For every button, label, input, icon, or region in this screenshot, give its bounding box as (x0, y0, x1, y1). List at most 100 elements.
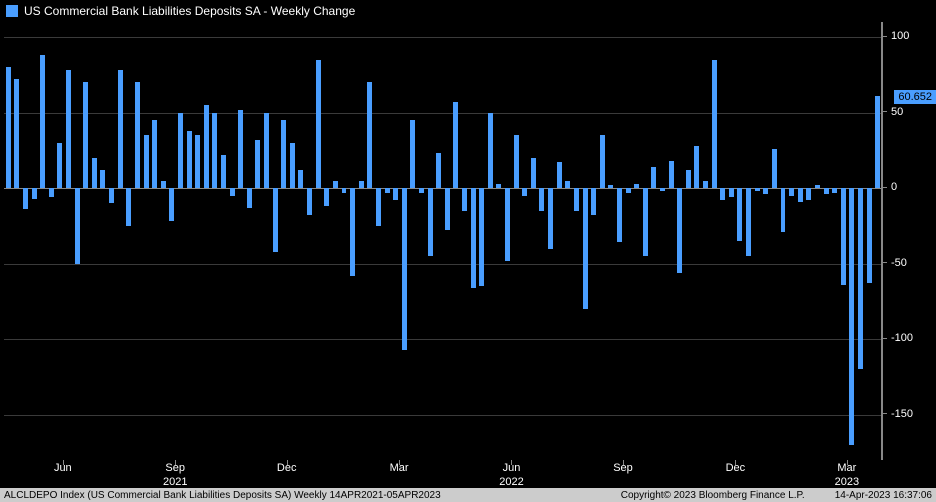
x-tick-month-label: Dec (277, 462, 297, 474)
bar (14, 79, 19, 188)
bar (264, 113, 269, 189)
bar (686, 170, 691, 188)
bar (798, 188, 803, 202)
bar (419, 188, 424, 193)
bar (83, 82, 88, 188)
x-tick-month-label: Mar (390, 462, 409, 474)
bar (298, 170, 303, 188)
bar (815, 185, 820, 188)
bar (531, 158, 536, 188)
bar (591, 188, 596, 215)
bar (32, 188, 37, 199)
gridline (4, 37, 882, 38)
bar (496, 184, 501, 189)
bar (376, 188, 381, 226)
bar (290, 143, 295, 188)
bar (505, 188, 510, 260)
bar (169, 188, 174, 221)
bar (49, 188, 54, 197)
bar (600, 135, 605, 188)
bar (746, 188, 751, 256)
bar (824, 188, 829, 194)
y-tick: 50 (882, 106, 936, 118)
y-axis: 100500-50-100-15060.652 (882, 22, 936, 460)
bar (6, 67, 11, 188)
y-tick-mark (882, 338, 887, 339)
x-tick-month-label: Sep (613, 462, 633, 474)
bar (385, 188, 390, 193)
y-tick-label: -50 (891, 257, 907, 269)
bar (100, 170, 105, 188)
x-tick-month-label: Jun (54, 462, 72, 474)
y-tick-label: -100 (891, 332, 913, 344)
bar (23, 188, 28, 209)
bar (643, 188, 648, 256)
y-tick: 0 (882, 181, 936, 193)
bar (694, 146, 699, 188)
bar (316, 60, 321, 188)
bar (514, 135, 519, 188)
bar (367, 82, 372, 188)
bar (178, 113, 183, 189)
bar (152, 120, 157, 188)
bar (187, 131, 192, 188)
bar (144, 135, 149, 188)
bar (126, 188, 131, 226)
bar (161, 181, 166, 189)
bar (57, 143, 62, 188)
bar (212, 113, 217, 189)
bar (273, 188, 278, 251)
plot-area (4, 22, 882, 460)
y-tick-mark (882, 187, 887, 188)
bar (118, 70, 123, 188)
bar (453, 102, 458, 188)
bar (471, 188, 476, 288)
bar (522, 188, 527, 196)
bar (238, 110, 243, 189)
bar (281, 120, 286, 188)
legend-swatch (6, 5, 18, 17)
bar (393, 188, 398, 200)
bar (574, 188, 579, 211)
bar (729, 188, 734, 197)
x-tick-year-label: 2021 (163, 476, 187, 488)
bloomberg-chart: US Commercial Bank Liabilities Deposits … (0, 0, 936, 502)
bar (583, 188, 588, 309)
y-tick-label: 100 (891, 30, 909, 42)
bar (428, 188, 433, 256)
bar (608, 185, 613, 188)
x-axis: JunSepDecMarJunSepDecMar202120222023 (4, 460, 882, 488)
bar (548, 188, 553, 248)
y-tick: -150 (882, 408, 936, 420)
x-tick-month-label: Mar (837, 462, 856, 474)
footer-timestamp: 14-Apr-2023 16:37:06 (835, 490, 932, 501)
bar (75, 188, 80, 264)
bar (763, 188, 768, 194)
bar (789, 188, 794, 196)
x-tick-month-label: Sep (165, 462, 185, 474)
bar (772, 149, 777, 188)
bar (720, 188, 725, 200)
bar (755, 188, 760, 191)
gridline (4, 415, 882, 416)
bar (539, 188, 544, 211)
bar (342, 188, 347, 193)
bar (324, 188, 329, 206)
bar (858, 188, 863, 369)
bar (488, 113, 493, 189)
y-axis-line (882, 22, 883, 460)
bar (712, 60, 717, 188)
y-tick-label: -150 (891, 408, 913, 420)
y-tick: -50 (882, 257, 936, 269)
x-tick-month-label: Jun (503, 462, 521, 474)
bar (333, 181, 338, 189)
bar (410, 120, 415, 188)
bar (626, 188, 631, 193)
bar (781, 188, 786, 232)
y-tick-label: 0 (891, 181, 897, 193)
bar (806, 188, 811, 200)
bar (221, 155, 226, 188)
bar (875, 96, 880, 188)
gridline (4, 264, 882, 265)
bar (359, 181, 364, 189)
